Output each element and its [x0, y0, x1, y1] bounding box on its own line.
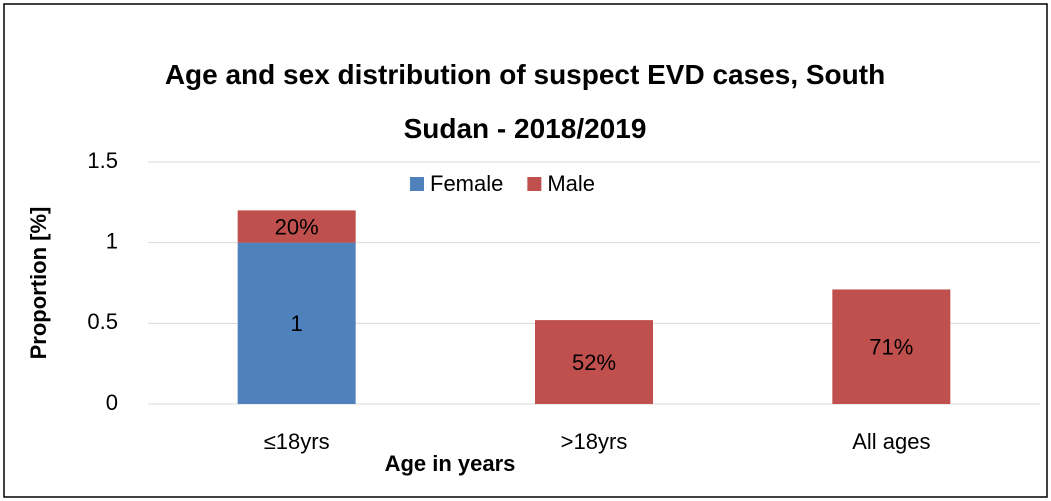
- x-tick-label: All ages: [852, 429, 930, 454]
- x-tick-label: >18yrs: [561, 429, 628, 454]
- bar-segment: [237, 210, 356, 243]
- x-tick-label: ≤18yrs: [264, 429, 330, 454]
- data-label: 1: [291, 311, 303, 336]
- y-axis-label: Proportion [%]: [26, 207, 51, 360]
- bars: [237, 210, 951, 404]
- legend-swatch: [410, 177, 424, 191]
- data-label: 71%: [869, 335, 913, 360]
- y-tick-label: 1.5: [87, 148, 118, 173]
- legend-label: Male: [547, 171, 595, 196]
- bar-segment: [237, 242, 356, 404]
- chart-border: [3, 3, 1048, 498]
- y-tick-label: 0: [106, 390, 118, 415]
- data-label: 20%: [275, 214, 319, 239]
- y-tick-label: 0.5: [87, 309, 118, 334]
- x-axis-label: Age in years: [385, 451, 516, 476]
- bar-segment: [832, 289, 951, 404]
- bar-segment: [535, 320, 653, 404]
- chart-title: Age and sex distribution of suspect EVD …: [164, 59, 886, 144]
- data-label: 52%: [572, 350, 616, 375]
- legend-label: Female: [430, 171, 503, 196]
- legend-swatch: [527, 177, 542, 191]
- y-tick-label: 1: [106, 228, 118, 253]
